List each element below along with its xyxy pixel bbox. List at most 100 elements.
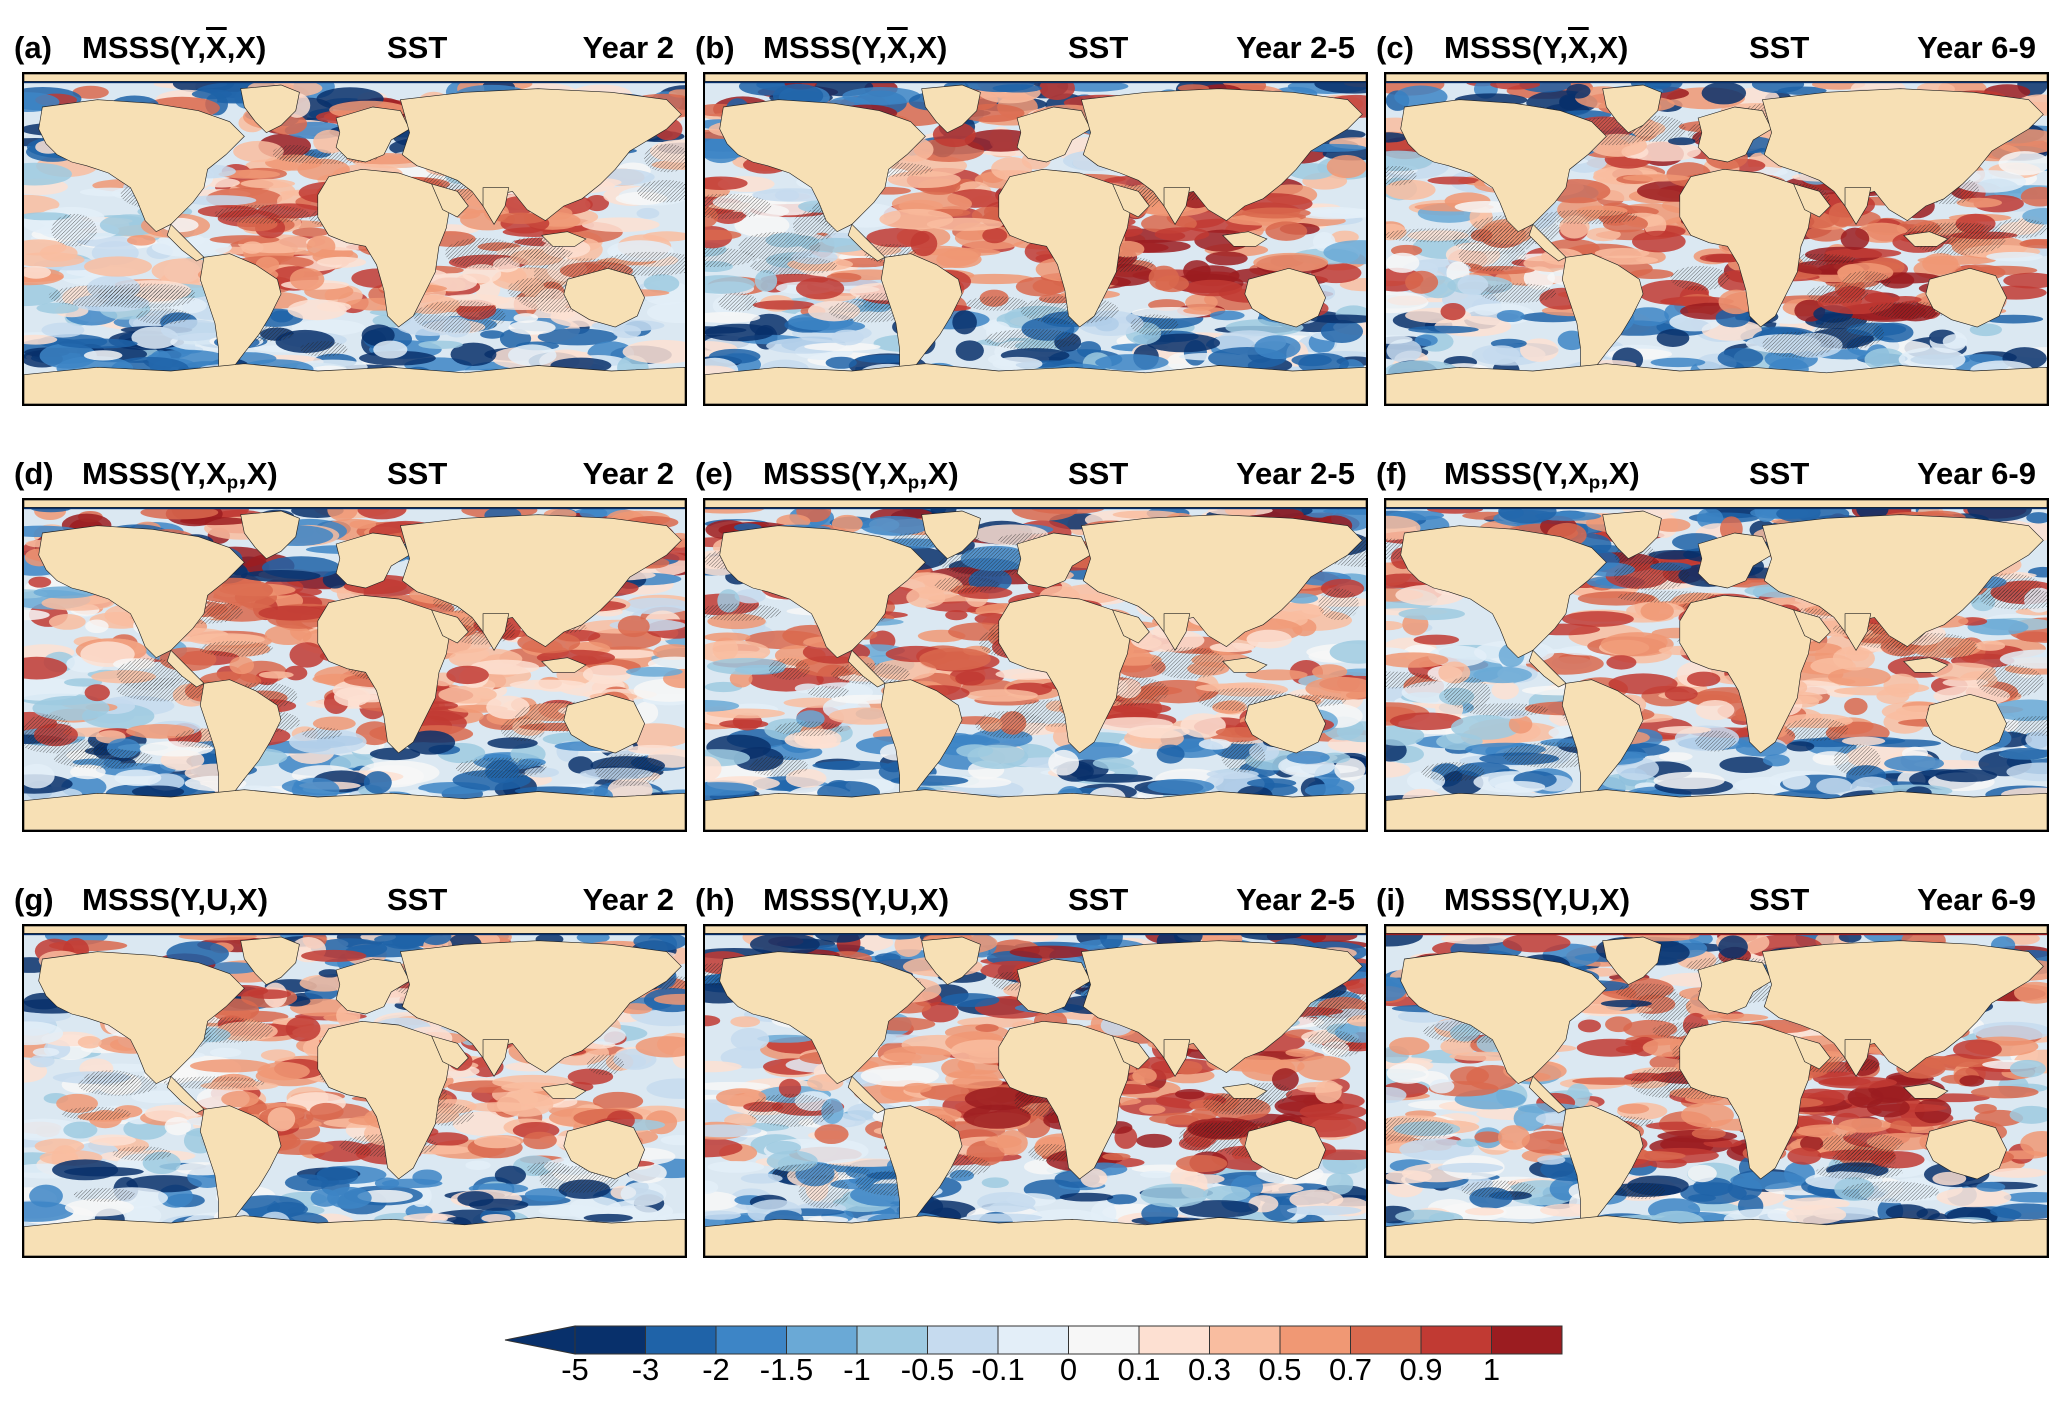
panel-lead-time: Year 6-9	[1917, 456, 2036, 491]
map-frame	[22, 924, 687, 1258]
land-masses	[24, 74, 685, 404]
panel-metric: MSSS(Y,X,X)	[763, 30, 948, 65]
colorbar-segment	[715, 1325, 787, 1355]
panel-variable: SST	[387, 882, 448, 917]
colorbar-segment	[997, 1325, 1069, 1355]
panel-variable: SST	[387, 30, 448, 65]
panel-metric: MSSS(Y,U,X)	[763, 882, 950, 917]
panel-variable: SST	[1068, 456, 1129, 491]
land-masses	[1386, 74, 2047, 404]
colorbar-tick-label: -3	[631, 1352, 660, 1387]
land-masses	[705, 926, 1366, 1256]
map-panel: (a) MSSS(Y,X,X) SST Year 2	[0, 22, 690, 412]
panel-variable: SST	[387, 456, 448, 491]
colorbar-segment	[1068, 1325, 1140, 1355]
panel-letter: (g)	[14, 882, 54, 917]
map-panel: (i) MSSS(Y,U,X) SST Year 6-9	[1362, 874, 2052, 1264]
colorbar-segment	[856, 1325, 928, 1355]
land-masses	[705, 74, 1366, 404]
sst-skill-map	[1386, 500, 2047, 830]
panel-title: (e) MSSS(Y,Xp,X) SST Year 2-5	[681, 448, 1371, 496]
map-panel: (e) MSSS(Y,Xp,X) SST Year 2-5	[681, 448, 1371, 838]
panel-letter: (f)	[1376, 456, 1407, 491]
sst-skill-map	[705, 74, 1366, 404]
colorbar-tick-label: -5	[561, 1352, 589, 1387]
panel-title: (h) MSSS(Y,U,X) SST Year 2-5	[681, 874, 1371, 922]
panel-letter: (h)	[695, 882, 735, 917]
significance-hatching	[1386, 102, 2047, 358]
panel-lead-time: Year 2-5	[1236, 882, 1355, 917]
colorbar-tick-label: 0.5	[1258, 1352, 1302, 1387]
sst-skill-map	[24, 926, 685, 1256]
panel-variable: SST	[1749, 456, 1810, 491]
colorbar-segment	[1420, 1325, 1492, 1355]
colorbar-segment	[645, 1325, 717, 1355]
colorbar-tick-label: -0.5	[900, 1352, 955, 1387]
sst-skill-map	[705, 500, 1366, 830]
map-frame	[703, 924, 1368, 1258]
colorbar-tick-label: 0	[1059, 1352, 1078, 1387]
land-masses	[1386, 926, 2047, 1256]
panel-metric: MSSS(Y,U,X)	[82, 882, 269, 917]
panel-letter: (i)	[1376, 882, 1406, 917]
colorbar-tick-label: 0.7	[1328, 1352, 1373, 1387]
map-panel: (f) MSSS(Y,Xp,X) SST Year 6-9	[1362, 448, 2052, 838]
land-masses	[24, 926, 685, 1256]
panel-metric: MSSS(Y,U,X)	[1444, 882, 1631, 917]
map-panel: (c) MSSS(Y,X,X) SST Year 6-9	[1362, 22, 2052, 412]
map-panel: (g) MSSS(Y,U,X) SST Year 2	[0, 874, 690, 1264]
map-frame	[22, 72, 687, 406]
map-frame	[1384, 498, 2049, 832]
colorbar-tick-label: -2	[702, 1352, 730, 1387]
colorbar-tick-label: -1	[843, 1352, 871, 1387]
land-masses	[24, 500, 685, 830]
panel-letter: (a)	[14, 30, 52, 65]
panel-metric: MSSS(Y,X,X)	[1444, 30, 1629, 65]
panel-metric: MSSS(Y,X,X)	[82, 30, 267, 65]
map-frame	[703, 72, 1368, 406]
panel-lead-time: Year 2-5	[1236, 456, 1355, 491]
colorbar-segment	[574, 1325, 646, 1355]
land-masses	[1386, 500, 2047, 830]
panel-variable: SST	[1749, 882, 1810, 917]
map-panel: (h) MSSS(Y,U,X) SST Year 2-5	[681, 874, 1371, 1264]
colorbar-tick-label: -0.1	[971, 1352, 1025, 1387]
panel-letter: (d)	[14, 456, 54, 491]
colorbar-extend-arrow	[504, 1325, 576, 1355]
panel-lead-time: Year 2	[582, 30, 674, 65]
panel-title: (d) MSSS(Y,Xp,X) SST Year 2	[0, 448, 690, 496]
panel-variable: SST	[1068, 882, 1129, 917]
map-frame	[1384, 924, 2049, 1258]
panel-metric: MSSS(Y,Xp,X)	[1444, 456, 1640, 493]
sst-skill-map	[1386, 74, 2047, 404]
sst-skill-map	[24, 74, 685, 404]
map-frame	[703, 498, 1368, 832]
sst-skill-map	[1386, 926, 2047, 1256]
colorbar-tick-label: -1.5	[759, 1352, 814, 1387]
map-panel: (d) MSSS(Y,Xp,X) SST Year 2	[0, 448, 690, 838]
panel-lead-time: Year 2-5	[1236, 30, 1355, 65]
panel-letter: (b)	[695, 30, 735, 65]
panel-metric: MSSS(Y,Xp,X)	[763, 456, 959, 493]
colorbar-segment	[1279, 1325, 1351, 1355]
colorbar-segment	[927, 1325, 999, 1355]
panel-variable: SST	[1068, 30, 1129, 65]
sst-skill-map	[24, 500, 685, 830]
panel-letter: (c)	[1376, 30, 1414, 65]
panel-lead-time: Year 6-9	[1917, 882, 2036, 917]
panel-title: (c) MSSS(Y,X,X) SST Year 6-9	[1362, 22, 2052, 70]
colorbar-tick-label: 0.3	[1187, 1352, 1232, 1387]
colorbar-tick-label: 0.1	[1117, 1352, 1161, 1387]
colorbar-segment	[1209, 1325, 1281, 1355]
panel-title: (f) MSSS(Y,Xp,X) SST Year 6-9	[1362, 448, 2052, 496]
land-masses	[705, 500, 1366, 830]
panel-metric: MSSS(Y,Xp,X)	[82, 456, 278, 493]
colorbar-tick-label: 0.9	[1399, 1352, 1443, 1387]
panel-title: (i) MSSS(Y,U,X) SST Year 6-9	[1362, 874, 2052, 922]
sst-skill-map	[705, 926, 1366, 1256]
panel-title: (a) MSSS(Y,X,X) SST Year 2	[0, 22, 690, 70]
colorbar-tick-label: 1	[1482, 1352, 1501, 1387]
panel-lead-time: Year 2	[582, 882, 674, 917]
map-frame	[22, 498, 687, 832]
colorbar-segment	[1350, 1325, 1422, 1355]
